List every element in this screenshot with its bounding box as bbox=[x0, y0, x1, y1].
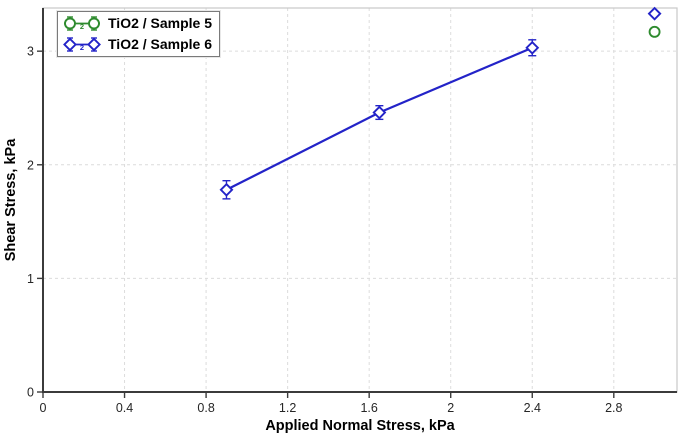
x-tick-label: 2.8 bbox=[605, 401, 622, 415]
data-point-diamond bbox=[87, 37, 101, 52]
series-diamond bbox=[219, 6, 662, 200]
y-tick-label: 2 bbox=[27, 158, 34, 172]
diamond-series-marker-icon: 2 bbox=[63, 37, 101, 52]
x-tick-label: 0.4 bbox=[116, 401, 133, 415]
x-tick-label: 1.2 bbox=[279, 401, 296, 415]
x-tick-label: 2.4 bbox=[524, 401, 541, 415]
data-point-circle bbox=[64, 17, 76, 30]
x-tick-label: 1.6 bbox=[360, 401, 377, 415]
plot-border bbox=[42, 7, 678, 393]
legend-badge: 2 bbox=[80, 43, 84, 52]
circle-series-marker-icon: 2 bbox=[64, 16, 100, 31]
y-tick-label: 3 bbox=[27, 45, 34, 59]
y-axis-title: Shear Stress, kPa bbox=[3, 138, 19, 261]
data-point-diamond bbox=[525, 40, 540, 55]
tick-labels: 0 0.4 0.8 1.2 1.6 2 2.4 2.8 0 1 2 3 bbox=[27, 45, 622, 415]
x-tick-label: 2 bbox=[447, 401, 454, 415]
x-tick-label: 0 bbox=[40, 401, 47, 415]
data-series bbox=[219, 6, 662, 200]
data-point-diamond bbox=[219, 182, 234, 197]
legend-item-sample-5: 2 TiO2 / Sample 5 bbox=[61, 13, 212, 34]
y-tick-label: 0 bbox=[27, 386, 34, 400]
legend-label-sample-6: TiO2 / Sample 6 bbox=[108, 36, 213, 52]
series-circle bbox=[648, 25, 661, 38]
data-point-diamond bbox=[63, 37, 77, 52]
y-tick-label: 1 bbox=[27, 272, 34, 286]
legend-badge: 2 bbox=[80, 22, 84, 31]
plot-frame bbox=[42, 7, 678, 393]
axes bbox=[37, 8, 677, 398]
data-point-circle bbox=[648, 25, 661, 38]
legend: 2 TiO2 / Sample 5 2 TiO2 / Sample 6 bbox=[57, 11, 221, 57]
gridlines bbox=[43, 8, 677, 392]
x-axis-title: Applied Normal Stress, kPa bbox=[265, 418, 455, 434]
x-tick-label: 0.8 bbox=[197, 401, 214, 415]
legend-label-sample-5: TiO2 / Sample 5 bbox=[108, 15, 213, 31]
data-point-diamond bbox=[647, 6, 662, 21]
legend-item-sample-6: 2 TiO2 / Sample 6 bbox=[61, 34, 212, 55]
data-point-diamond bbox=[372, 105, 387, 120]
data-point-circle bbox=[88, 17, 100, 30]
